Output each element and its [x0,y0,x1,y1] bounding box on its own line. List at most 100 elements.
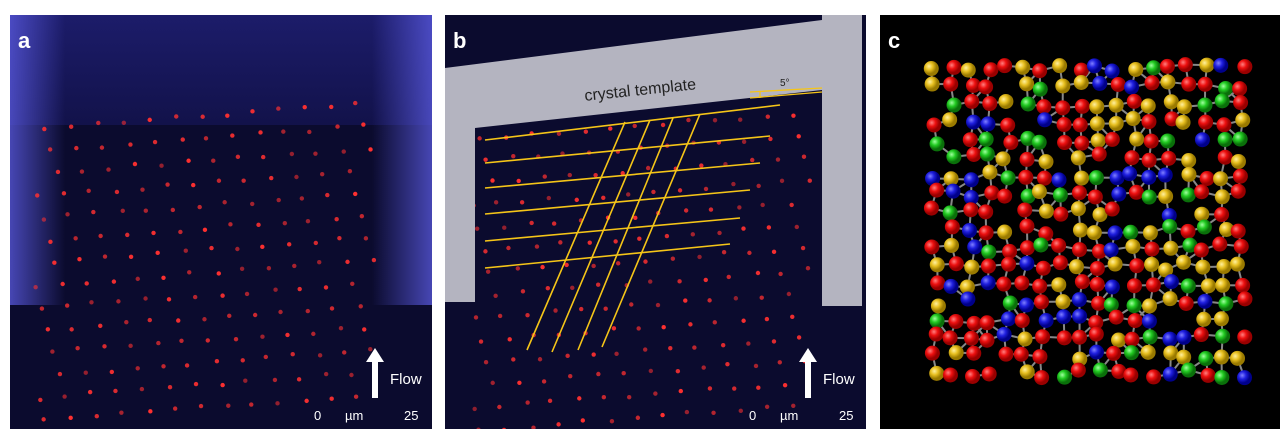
particle [797,134,801,138]
particle [258,130,262,134]
sphere [1053,207,1068,222]
sphere [1213,58,1228,73]
sphere [1090,261,1105,276]
particle [35,193,39,197]
particle [362,327,366,331]
sphere [979,225,994,240]
sphere [981,275,996,290]
particle [245,292,249,296]
particle [707,298,711,302]
particle [552,221,556,225]
sphere [1073,223,1088,238]
particle [209,246,213,250]
particle [178,230,182,234]
particle [136,366,140,370]
sphere [1122,166,1137,181]
particle [535,244,539,248]
particle [281,129,285,133]
particle [637,237,641,241]
sphere [1215,278,1230,293]
particle [616,261,620,265]
sphere [1214,370,1229,385]
particle [354,395,358,399]
sphere [1019,76,1034,91]
particle [702,365,706,369]
sphere [1055,100,1070,115]
particle [330,306,334,310]
particle [610,419,614,423]
sphere [1163,291,1178,306]
particle [264,355,268,359]
particle [65,303,69,307]
sphere [927,117,942,132]
particle [48,147,52,151]
sphere [978,79,993,94]
sphere [1051,277,1066,292]
sphere [964,94,979,109]
sphere [947,60,962,75]
sphere [1164,94,1179,109]
sphere [944,238,959,253]
sphere [1089,99,1104,114]
particle [568,374,572,378]
particle [342,350,346,354]
sphere [1161,151,1176,166]
sphere [1129,132,1144,147]
particle [171,208,175,212]
sphere [1032,279,1047,294]
particle [633,124,637,128]
particle [678,188,682,192]
sphere [1015,60,1030,75]
particle [649,369,653,373]
particle [46,327,50,331]
particle [128,344,132,348]
particle [106,167,110,171]
particle [558,240,562,244]
particle [48,240,52,244]
particle [754,364,758,368]
sphere [1142,153,1157,168]
particle [68,416,72,420]
particle [612,326,616,330]
particle [747,251,751,255]
particle [222,200,226,204]
sphere [948,314,963,329]
particle [651,190,655,194]
particle [697,255,701,259]
sphere [1036,261,1051,276]
particle [206,338,210,342]
sphere [997,225,1012,240]
particle [768,137,772,141]
particle [88,390,92,394]
particle [75,346,79,350]
sphere [1200,171,1215,186]
sphere [945,219,960,234]
sphere [1069,259,1084,274]
particle [756,184,760,188]
sphere [1197,294,1212,309]
sphere [1142,298,1157,313]
sphere [925,77,940,92]
particle [502,226,506,230]
particle [665,234,669,238]
particle [184,249,188,253]
sphere [980,116,995,131]
particle [58,372,62,376]
sphere [924,201,939,216]
particle [156,341,160,345]
sphere [1234,239,1249,254]
particle [285,333,289,337]
particle [542,379,546,383]
particle [311,332,315,336]
sphere [1020,152,1035,167]
particle [98,234,102,238]
sphere [1142,314,1157,329]
particle [260,335,264,339]
particle [493,294,497,298]
particle [73,236,77,240]
particle [306,309,310,313]
sphere [1218,132,1233,147]
particle [290,152,294,156]
particle [329,397,333,401]
sphere [1034,370,1049,385]
